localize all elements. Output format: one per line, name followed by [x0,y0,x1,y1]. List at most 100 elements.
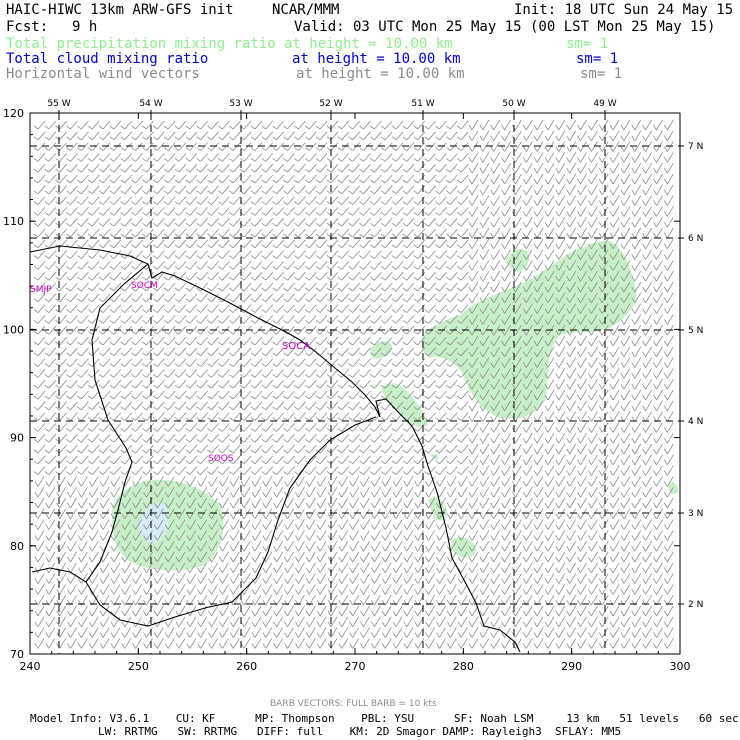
wind-barb [98,196,111,205]
wind-barb [414,584,425,595]
wind-barb [413,336,426,346]
field-cloud-level: at height = 10.00 km [292,51,461,67]
wind-barb [479,476,490,487]
wind-barb [663,238,674,250]
wind-barb [98,433,111,443]
wind-barb [239,358,252,367]
wind-barb [359,153,371,162]
wind-barb [207,358,219,367]
wind-barb [566,638,577,649]
field-wind-sm: sm= 1 [580,66,623,82]
wind-barb [251,540,262,552]
wind-barb [305,519,316,530]
wind-barb [620,465,631,476]
wind-barb [34,638,45,649]
wind-barb [642,605,652,617]
wind-barb [501,119,511,131]
wind-barb [380,174,393,184]
wind-barb [468,260,479,271]
wind-barb [479,249,490,260]
wind-barb [207,455,219,465]
wind-barb [533,206,544,217]
wind-barb [44,228,57,238]
wind-barb [77,120,89,130]
wind-barb [44,390,57,400]
wind-barb [163,315,176,324]
wind-barb [424,379,436,389]
wind-barb [533,357,544,368]
wind-barb [261,412,274,421]
wind-barb [391,185,404,195]
wind-barb [391,142,404,151]
wind-barb [446,142,458,151]
wind-barb [381,638,392,649]
wind-barb [533,540,544,552]
wind-barb [305,433,317,443]
wind-barb [272,293,285,303]
wind-barb [163,120,176,130]
y-tick-label: 80 [10,540,24,553]
wind-barb [174,444,187,454]
wind-barb [197,562,208,574]
wind-barb [555,627,566,638]
wind-barb [218,293,230,303]
wind-barb [381,476,392,487]
wind-barb [631,627,642,638]
wind-barb [45,519,56,530]
wind-barb [533,195,544,206]
wind-barb [402,120,415,130]
wind-barb [273,519,284,530]
lat-label: 4 N [688,417,703,427]
wind-barb [261,250,274,259]
wind-barb [598,141,609,152]
wind-barb [522,616,533,628]
wind-barb [620,368,631,379]
wind-barb [326,261,339,270]
wind-barb [457,530,468,541]
wind-barb [533,238,544,250]
wind-barb [413,239,426,249]
wind-barb [196,336,209,346]
wind-barb [609,540,620,552]
wind-barb [261,207,274,216]
wind-barb [87,250,100,259]
wind-barb [239,174,252,184]
wind-barb [631,324,642,336]
wind-barb [544,605,555,617]
wind-barb [131,466,143,475]
wind-barb [588,119,598,131]
wind-barb [44,293,57,303]
wind-barb [642,562,652,574]
wind-barb [544,465,555,476]
wind-barb [501,638,511,649]
wind-barb [66,433,78,443]
wind-barb [653,281,663,293]
wind-barb [78,519,88,530]
wind-barb [392,486,403,498]
wind-barb [261,379,274,389]
wind-barb [479,130,490,142]
wind-barb [631,162,642,174]
wind-barb [522,303,533,314]
wind-barb [78,540,88,552]
wind-barb [456,412,469,421]
field-wind-level: at height = 10.00 km [296,66,465,82]
wind-barb [348,466,361,475]
wind-barb [413,455,426,465]
wind-barb [663,162,674,174]
wind-barb [294,347,306,357]
wind-barb [642,378,652,390]
wind-barb [229,540,240,552]
wind-barb [566,162,577,174]
wind-barb [45,530,56,541]
wind-barb [544,119,555,131]
wind-barb [251,486,262,498]
wind-barb [413,207,426,216]
wind-barb [456,304,469,313]
wind-barb [337,228,350,238]
wind-barb [185,196,198,205]
wind-barb [87,174,100,184]
wind-barb [185,261,198,270]
wind-barb [164,573,175,584]
wind-barb [55,369,68,378]
